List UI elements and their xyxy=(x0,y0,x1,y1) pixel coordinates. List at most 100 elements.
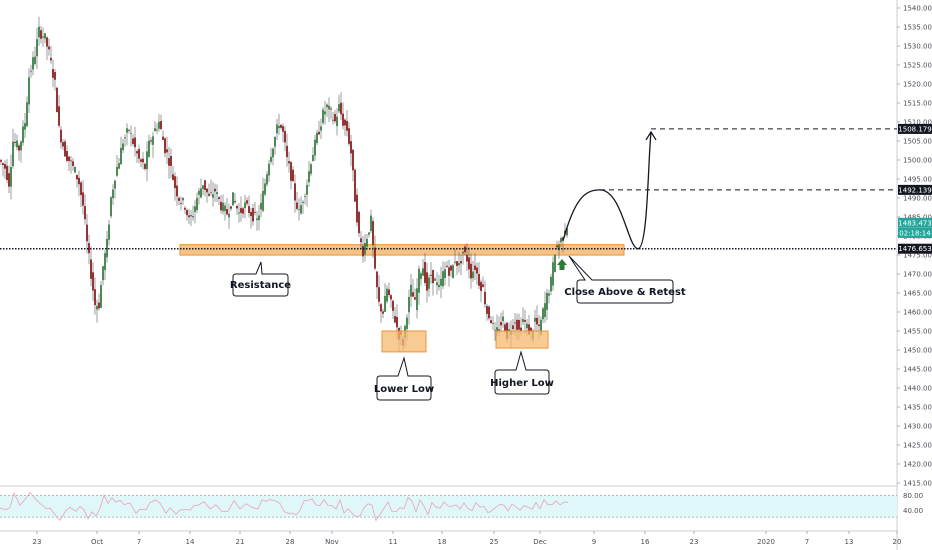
candle-body xyxy=(368,232,370,235)
candle-body xyxy=(416,288,418,311)
price-tick-label: 1505.000 xyxy=(903,138,932,146)
candle-body xyxy=(84,206,86,220)
candle-body xyxy=(50,57,52,61)
candle-body xyxy=(244,202,246,209)
candle-body xyxy=(160,121,162,130)
candle-body xyxy=(334,114,336,122)
candle-body xyxy=(198,190,200,195)
callout-lower-low[interactable]: Lower Low xyxy=(374,356,434,401)
candle-body xyxy=(538,324,540,327)
price-tick-label: 1530.000 xyxy=(903,43,932,51)
candle-body xyxy=(108,224,110,240)
candle-body xyxy=(182,198,184,201)
candle-body xyxy=(40,30,42,39)
candle-body xyxy=(458,262,460,266)
candle-body xyxy=(98,302,100,309)
candle-body xyxy=(6,165,8,181)
candle-body xyxy=(376,271,378,288)
candle-body xyxy=(352,149,354,171)
candle-body xyxy=(294,183,296,201)
candle-body xyxy=(154,128,156,132)
price-tag xyxy=(898,243,932,254)
candle-body xyxy=(214,188,216,192)
candle-body xyxy=(424,261,426,283)
candle-body xyxy=(300,205,302,214)
candle-body xyxy=(372,221,374,245)
candle-body xyxy=(52,69,54,78)
candle-body xyxy=(194,206,196,212)
time-tick-label: 13 xyxy=(845,538,854,546)
time-tick-label: 16 xyxy=(641,538,650,546)
candlestick-series xyxy=(0,16,568,352)
candle-body xyxy=(356,194,358,223)
candle-body xyxy=(120,147,122,165)
price-tag-label: 1492.139 xyxy=(898,186,931,194)
candle-body xyxy=(454,261,456,263)
candle-body xyxy=(184,207,186,210)
projection-arrowhead xyxy=(645,130,657,141)
callout-close-above-retest[interactable]: Close Above & Retest xyxy=(564,255,686,304)
candle-body xyxy=(190,215,192,217)
candle-body xyxy=(410,284,412,297)
time-tick-label: 11 xyxy=(389,538,398,546)
callout-resistance[interactable]: Resistance xyxy=(230,261,291,297)
candle-body xyxy=(188,215,190,218)
time-axis[interactable]: 23 Oct 7 14 21 28 Nov 11 18 25 Dec 9 16 23 2020 7 13 20 xyxy=(33,531,902,546)
candle-body xyxy=(162,136,164,140)
candle-body xyxy=(348,128,350,144)
price-tick-label: 1520.000 xyxy=(903,81,932,89)
candle-body xyxy=(218,197,220,200)
candle-body xyxy=(520,327,522,331)
candle-body xyxy=(516,319,518,330)
candle-body xyxy=(332,119,334,121)
candle-body xyxy=(46,37,48,47)
candle-body xyxy=(246,200,248,204)
candle-body xyxy=(546,293,548,310)
candle-body xyxy=(110,197,112,217)
candle-body xyxy=(460,261,462,264)
candle-body xyxy=(526,323,528,329)
candle-body xyxy=(310,164,312,174)
price-tag xyxy=(898,217,932,228)
price-tick-label: 1510.000 xyxy=(903,119,932,127)
candle-body xyxy=(468,257,470,270)
candle-body xyxy=(48,46,50,50)
candle-body xyxy=(322,109,324,123)
candle-body xyxy=(544,303,546,317)
resistance-zone[interactable] xyxy=(179,244,625,256)
candle-body xyxy=(290,162,292,181)
candle-body xyxy=(124,137,126,139)
candle-body xyxy=(68,156,70,161)
lower-low-zone[interactable] xyxy=(381,330,427,353)
candle-body xyxy=(314,139,316,156)
candle-body xyxy=(488,306,490,319)
time-tick-label: Dec xyxy=(533,538,547,546)
candle-body xyxy=(386,288,388,302)
candle-body xyxy=(284,130,286,143)
candle-body xyxy=(146,151,148,169)
candle-body xyxy=(426,272,428,291)
candle-body xyxy=(176,185,178,197)
candle-body xyxy=(552,262,554,286)
time-tick-label: Oct xyxy=(91,538,103,546)
candle-body xyxy=(432,270,434,284)
candle-body xyxy=(130,133,132,135)
callout-higher-low[interactable]: Higher Low xyxy=(490,350,554,395)
candle-body xyxy=(390,295,392,300)
candle-body xyxy=(380,304,382,312)
candle-body xyxy=(292,169,294,182)
candle-body xyxy=(90,259,92,279)
candle-body xyxy=(340,102,342,115)
candle-body xyxy=(88,243,90,254)
candle-body xyxy=(370,215,372,232)
candle-body xyxy=(252,208,254,222)
time-tick-label: 23 xyxy=(33,538,42,546)
candle-body xyxy=(566,228,568,236)
projection-path[interactable] xyxy=(562,132,652,250)
candle-body xyxy=(2,163,4,165)
higher-low-zone[interactable] xyxy=(495,330,549,349)
price-tick-label: 1525.000 xyxy=(903,62,932,70)
rsi-panel[interactable]: 80.00 40.00 xyxy=(0,491,923,522)
candle-body xyxy=(144,163,146,169)
